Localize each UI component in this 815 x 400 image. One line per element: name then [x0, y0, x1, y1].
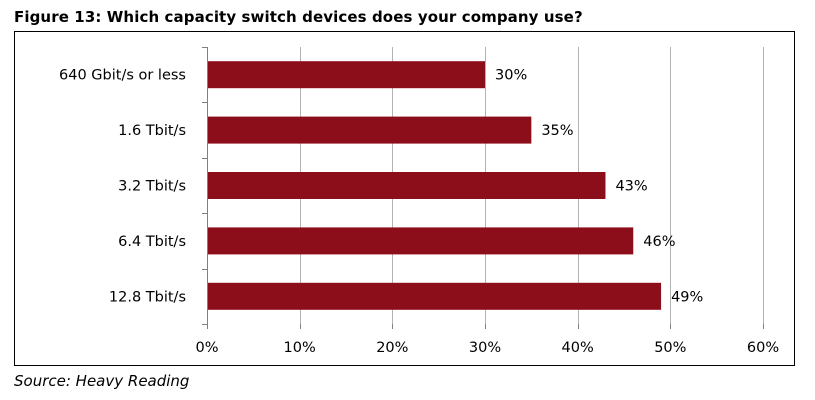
x-tick-label: 40% — [562, 340, 594, 356]
x-tick-label: 30% — [469, 340, 501, 356]
data-label: 49% — [671, 289, 703, 305]
data-label: 43% — [615, 179, 647, 195]
figure-source: Source: Heavy Reading — [14, 372, 190, 390]
figure-title: Figure 13: Which capacity switch devices… — [14, 8, 583, 26]
data-label: 35% — [541, 123, 573, 139]
category-label: 1.6 Tbit/s — [118, 123, 186, 139]
x-tick-label: 20% — [376, 340, 408, 356]
bar — [208, 227, 634, 255]
bar — [208, 282, 662, 310]
x-tick-label: 10% — [284, 340, 316, 356]
bar — [208, 116, 532, 144]
category-label: 3.2 Tbit/s — [118, 179, 186, 195]
data-label: 30% — [495, 68, 527, 84]
category-label: 6.4 Tbit/s — [118, 234, 186, 250]
x-tick-label: 60% — [747, 340, 779, 356]
chart-frame — [14, 31, 795, 366]
bar — [208, 61, 485, 89]
bar — [208, 172, 606, 199]
x-tick-label: 50% — [654, 340, 686, 356]
x-tick-label: 0% — [195, 340, 218, 356]
category-label: 640 Gbit/s or less — [59, 68, 186, 84]
data-label: 46% — [643, 234, 675, 250]
category-label: 12.8 Tbit/s — [109, 289, 186, 305]
